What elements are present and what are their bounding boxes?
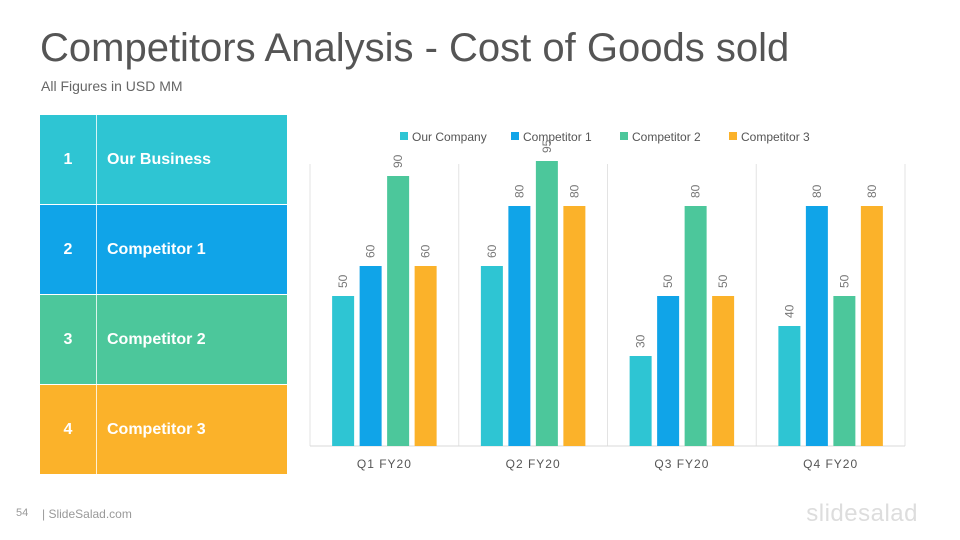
row-label: Competitor 1 bbox=[107, 240, 206, 258]
bar bbox=[684, 206, 707, 446]
legend-label: Competitor 2 bbox=[632, 130, 701, 144]
row-number: 3 bbox=[40, 295, 97, 384]
bar bbox=[508, 206, 531, 446]
legend-label: Competitor 1 bbox=[523, 130, 592, 144]
bar bbox=[480, 266, 503, 446]
legend-label: Competitor 3 bbox=[741, 130, 810, 144]
legend-swatch bbox=[511, 132, 519, 140]
data-label: 60 bbox=[485, 244, 499, 258]
bar bbox=[563, 206, 586, 446]
row-label: Competitor 2 bbox=[107, 330, 206, 348]
data-label: 50 bbox=[661, 274, 675, 288]
bar-chart: Our Company Competitor 1 Competitor 2 Compe… bbox=[309, 130, 906, 471]
data-label: 80 bbox=[689, 184, 703, 198]
row-label: Competitor 3 bbox=[107, 420, 206, 438]
page-title: Competitors Analysis - Cost of Goods sol… bbox=[40, 26, 790, 70]
data-label: 80 bbox=[512, 184, 526, 198]
legend-swatch bbox=[620, 132, 628, 140]
footer-site-link[interactable]: | SlideSalad.com bbox=[42, 507, 132, 521]
legend-swatch bbox=[400, 132, 408, 140]
data-label: 50 bbox=[716, 274, 730, 288]
table-row-3: 3 Competitor 2 bbox=[40, 295, 287, 385]
legend-swatch bbox=[729, 132, 737, 140]
x-tick-label: Q3 FY20 bbox=[654, 457, 709, 471]
bar bbox=[712, 296, 735, 446]
data-label: 80 bbox=[810, 184, 824, 198]
bar bbox=[387, 176, 410, 446]
row-number: 4 bbox=[40, 385, 97, 474]
data-label: 50 bbox=[336, 274, 350, 288]
bar bbox=[657, 296, 680, 446]
x-tick-label: Q1 FY20 bbox=[357, 457, 412, 471]
data-label: 80 bbox=[865, 184, 879, 198]
table-row-4: 4 Competitor 3 bbox=[40, 385, 287, 475]
data-label: 50 bbox=[837, 274, 851, 288]
data-label: 60 bbox=[364, 244, 378, 258]
data-label: 95 bbox=[540, 139, 554, 153]
data-label: 80 bbox=[567, 184, 581, 198]
bar bbox=[332, 296, 355, 446]
bar bbox=[805, 206, 828, 446]
table-row-2: 2 Competitor 1 bbox=[40, 205, 287, 295]
table-row-1: 1 Our Business bbox=[40, 115, 287, 205]
row-number: 1 bbox=[40, 115, 97, 204]
row-number: 2 bbox=[40, 205, 97, 294]
bar bbox=[359, 266, 382, 446]
x-tick-label: Q2 FY20 bbox=[506, 457, 561, 471]
x-tick-label: Q4 FY20 bbox=[803, 457, 858, 471]
data-label: 60 bbox=[419, 244, 433, 258]
row-label: Our Business bbox=[107, 150, 212, 168]
competitor-table: 1 Our Business 2 Competitor 1 3 Competit… bbox=[40, 115, 287, 475]
bar bbox=[414, 266, 437, 446]
bar bbox=[629, 356, 652, 446]
bar bbox=[535, 161, 558, 446]
brand-logo: slidesalad bbox=[806, 500, 918, 527]
data-label: 40 bbox=[782, 304, 796, 318]
legend-label: Our Company bbox=[412, 130, 487, 144]
data-label: 90 bbox=[391, 154, 405, 168]
page-number: 54 bbox=[16, 507, 29, 519]
bar bbox=[833, 296, 856, 446]
data-label: 30 bbox=[634, 334, 648, 348]
bar bbox=[778, 326, 801, 446]
bar bbox=[860, 206, 883, 446]
page-subtitle: All Figures in USD MM bbox=[41, 78, 183, 94]
